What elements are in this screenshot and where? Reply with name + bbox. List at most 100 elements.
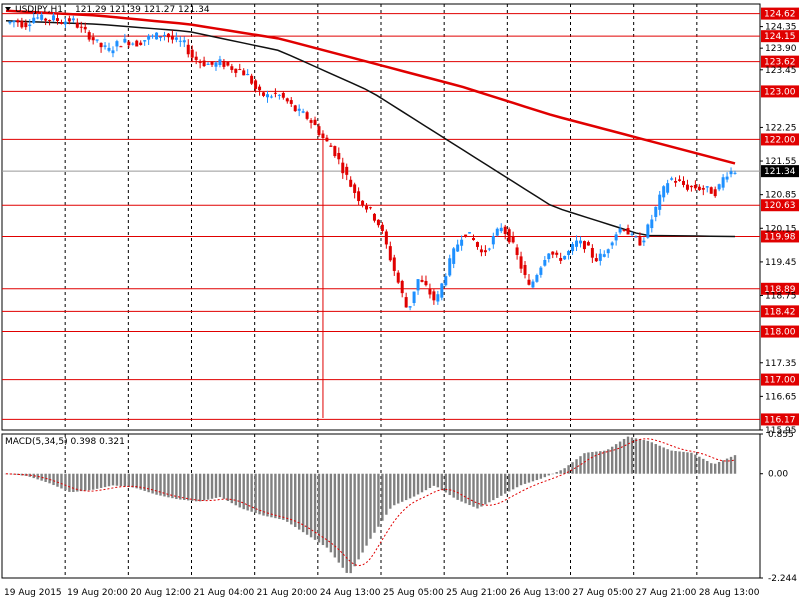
candle-body (384, 231, 388, 245)
candle-body (725, 176, 729, 180)
macd-histogram-bar (76, 473, 79, 492)
macd-histogram-bar (571, 462, 574, 474)
macd-histogram-bar (147, 473, 150, 493)
candle-body (515, 247, 519, 255)
level-price-label: 117.00 (764, 376, 796, 386)
grid (64, 4, 698, 578)
candle-body (8, 21, 12, 24)
macd-histogram-bar (345, 473, 348, 573)
horizontal-levels: 124.62 124.15 123.62 123.00 122.00 120.63 119.… (2, 7, 799, 426)
candle-body (273, 92, 277, 94)
candle-body (733, 172, 737, 174)
candle-body (626, 228, 630, 235)
macd-histogram-bar (159, 473, 162, 496)
candle-body (63, 21, 67, 25)
macd-histogram-bar (607, 449, 610, 474)
macd-histogram-bar (492, 473, 495, 501)
candle-body (721, 177, 725, 188)
macd-histogram-bar (183, 473, 186, 501)
macd-histogram-bar (682, 451, 685, 474)
candle-body (357, 191, 361, 202)
candle-body (551, 251, 555, 255)
macd-histogram-bar (309, 473, 313, 538)
macd-histogram-bar (599, 451, 602, 474)
candle-body (468, 232, 472, 234)
macd-histogram-bar (194, 473, 198, 502)
x-tick-label: 24 Aug 13:00 (320, 588, 381, 598)
candle-body (408, 306, 412, 308)
level-price-tag (761, 55, 799, 68)
macd-histogram-bar (305, 473, 309, 535)
candle-body (166, 33, 170, 38)
macd-histogram-bar (456, 473, 459, 500)
macd-histogram-bar (16, 473, 20, 476)
macd-histogram-bar (226, 473, 230, 502)
macd-histogram-bar (317, 473, 321, 543)
macd-histogram-bar (385, 473, 388, 515)
candle-body (198, 62, 202, 64)
level-price-tag (761, 133, 799, 146)
macd-histogram-bar (444, 473, 447, 493)
macd-histogram-bar (44, 473, 47, 482)
level-price-tag (761, 373, 799, 386)
candle-body (594, 258, 598, 262)
candle-body (535, 275, 539, 282)
candle-body (376, 219, 380, 226)
candle-body (321, 133, 325, 138)
price-axis: 124.35123.90123.45122.25121.55120.85120.… (760, 23, 797, 436)
macd-histogram-bar (234, 473, 237, 506)
macd-histogram-bar (270, 473, 273, 518)
candle-body (119, 46, 123, 48)
macd-histogram-bar (539, 473, 543, 479)
macd-histogram-bar (634, 438, 638, 474)
candle-body (590, 247, 594, 258)
candle-body (658, 194, 662, 210)
y-tick-label: 118.75 (765, 292, 797, 302)
current-price-label: 121.34 (764, 167, 796, 177)
candle-body (162, 34, 166, 36)
moving-averages (5, 9, 736, 238)
candle-body (230, 66, 234, 70)
candle-body (127, 41, 131, 46)
fast-moving-average-line (5, 20, 736, 238)
macd-histogram-bar (246, 473, 249, 511)
macd-histogram-bar (171, 473, 174, 499)
macd-histogram-bar (115, 473, 119, 486)
chart-menu-triangle-icon[interactable] (5, 7, 11, 11)
macd-histogram-bar (587, 452, 590, 474)
macd-histogram-bar (361, 473, 364, 553)
macd-histogram-bar (424, 473, 428, 491)
slow-moving-average-line (5, 9, 736, 165)
macd-histogram-bar (531, 473, 535, 482)
candle-body (519, 256, 523, 269)
macd-histogram-bar (559, 470, 562, 474)
macd-histogram-bar (642, 440, 646, 474)
macd-histogram-bar (393, 473, 396, 506)
candle-body (693, 185, 697, 189)
candle-body (329, 145, 333, 147)
candle-body (297, 108, 301, 111)
candle-body (678, 179, 682, 181)
macd-histogram-bar (579, 456, 582, 474)
macd-histogram-bar (12, 473, 16, 475)
macd-histogram-bar (341, 473, 344, 568)
level-price-tag (761, 85, 799, 98)
candle-body (309, 120, 313, 123)
candle-body (571, 244, 575, 252)
candle-body (464, 234, 468, 237)
y-tick-label: 116.65 (765, 392, 797, 402)
candle-body (388, 246, 392, 261)
candle-body (186, 44, 190, 55)
macd-histogram-bar (333, 473, 337, 558)
macd-histogram-bar (258, 473, 261, 515)
candle-body (345, 166, 349, 175)
candle-body (701, 187, 705, 190)
candle-body (16, 20, 20, 23)
candle-body (131, 43, 135, 45)
candle-body (206, 63, 210, 65)
y-tick-label: 117.35 (765, 359, 797, 369)
macd-y-tick-label: 0.855 (768, 430, 794, 440)
candle-body (143, 40, 147, 42)
candle-body (456, 244, 460, 252)
macd-y-tick-label: 0.00 (768, 470, 788, 480)
